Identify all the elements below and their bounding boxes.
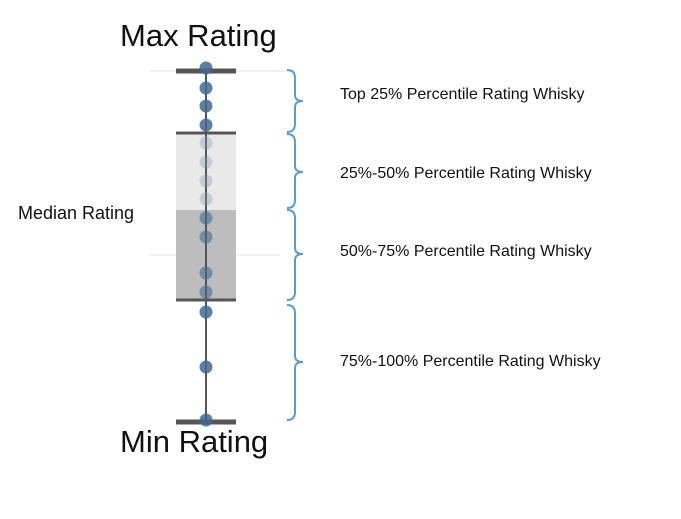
data-point xyxy=(199,266,213,280)
segment-label-50-75: 50%-75% Percentile Rating Whisky xyxy=(340,243,592,260)
bracket-top-25 xyxy=(286,69,304,133)
data-points xyxy=(199,61,213,427)
data-point xyxy=(199,99,213,113)
data-point xyxy=(199,118,213,132)
data-point xyxy=(199,211,213,225)
max-rating-label: Max Rating xyxy=(120,18,277,53)
bracket-50-75 xyxy=(286,209,304,301)
bracket-25-50 xyxy=(286,133,304,209)
data-point xyxy=(199,192,213,206)
bracket-75-100 xyxy=(286,304,304,421)
data-point xyxy=(199,155,213,169)
min-rating-label: Min Rating xyxy=(120,424,269,459)
segment-label-25-50: 25%-50% Percentile Rating Whisky xyxy=(340,165,592,182)
data-point xyxy=(199,413,213,427)
data-point xyxy=(199,360,213,374)
segment-label-top-25: Top 25% Percentile Rating Whisky xyxy=(340,86,585,103)
data-point xyxy=(199,285,213,299)
data-point xyxy=(199,174,213,188)
segment-label-75-100: 75%-100% Percentile Rating Whisky xyxy=(340,353,601,370)
data-point xyxy=(199,305,213,319)
data-point xyxy=(199,230,213,244)
data-point xyxy=(199,81,213,95)
median-rating-label: Median Rating xyxy=(18,203,135,223)
data-point xyxy=(199,136,213,150)
data-point xyxy=(199,61,213,75)
